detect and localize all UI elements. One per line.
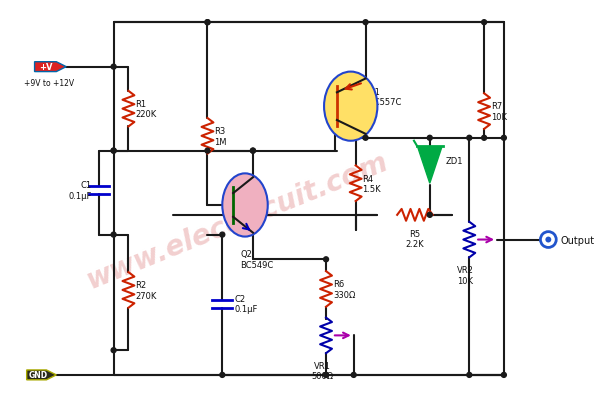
- Text: R5
2.2K: R5 2.2K: [406, 229, 424, 248]
- Text: C1
0.1μF: C1 0.1μF: [68, 181, 92, 200]
- Circle shape: [502, 373, 506, 377]
- Circle shape: [545, 237, 551, 243]
- Text: VR1
500Ω: VR1 500Ω: [311, 361, 333, 381]
- Circle shape: [351, 373, 356, 377]
- Text: Q2
BC549C: Q2 BC549C: [240, 250, 274, 269]
- Circle shape: [363, 21, 368, 26]
- Text: +9V to +12V: +9V to +12V: [25, 79, 74, 88]
- Text: ZD1: ZD1: [446, 157, 463, 166]
- Text: R6
330Ω: R6 330Ω: [333, 279, 355, 299]
- Text: +V: +V: [38, 63, 52, 72]
- Text: R4
1.5K: R4 1.5K: [362, 174, 381, 194]
- Text: Q1
BC557C: Q1 BC557C: [368, 87, 402, 107]
- Circle shape: [205, 21, 210, 26]
- Circle shape: [250, 149, 256, 154]
- Circle shape: [111, 149, 116, 154]
- Polygon shape: [418, 148, 442, 184]
- Text: GND: GND: [29, 371, 48, 379]
- Circle shape: [205, 149, 210, 154]
- Circle shape: [363, 136, 368, 141]
- Text: R3
1M: R3 1M: [214, 127, 227, 146]
- Circle shape: [205, 21, 210, 26]
- Circle shape: [467, 136, 472, 141]
- Circle shape: [220, 232, 225, 237]
- Text: R2
270K: R2 270K: [136, 281, 157, 300]
- Circle shape: [482, 136, 487, 141]
- Circle shape: [250, 149, 256, 154]
- Circle shape: [111, 149, 116, 154]
- Circle shape: [323, 373, 329, 377]
- Text: R1
220K: R1 220K: [136, 100, 157, 119]
- Circle shape: [467, 373, 472, 377]
- Circle shape: [220, 373, 225, 377]
- Ellipse shape: [222, 174, 268, 237]
- Text: www.eleccircuit.com: www.eleccircuit.com: [82, 147, 392, 294]
- Text: C2
0.1μF: C2 0.1μF: [234, 294, 257, 314]
- Text: R7
10K: R7 10K: [491, 102, 507, 122]
- Text: VR2
10K: VR2 10K: [457, 266, 474, 285]
- Text: Output: Output: [560, 235, 595, 245]
- Circle shape: [427, 213, 432, 218]
- Circle shape: [111, 348, 116, 353]
- Circle shape: [482, 21, 487, 26]
- Polygon shape: [35, 62, 66, 72]
- Circle shape: [323, 373, 329, 377]
- Circle shape: [111, 232, 116, 237]
- Circle shape: [323, 257, 329, 262]
- Polygon shape: [26, 370, 56, 380]
- Circle shape: [427, 136, 432, 141]
- Circle shape: [502, 136, 506, 141]
- Ellipse shape: [324, 72, 377, 141]
- Circle shape: [111, 65, 116, 70]
- Circle shape: [541, 232, 556, 248]
